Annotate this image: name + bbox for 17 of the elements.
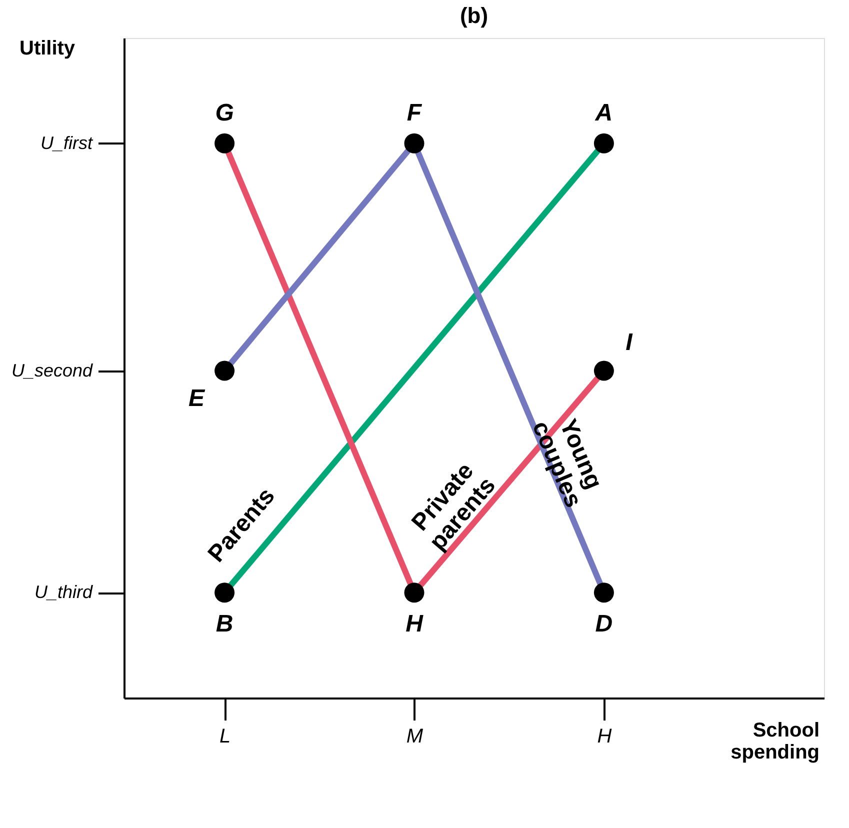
x-tick-label: H: [597, 726, 612, 748]
annotation: H: [406, 610, 424, 638]
chart-title: (b): [460, 3, 488, 28]
annotation: F: [406, 99, 423, 126]
x-axis-title: School spending: [730, 720, 820, 764]
annotation: B: [216, 610, 234, 638]
x-tick-label: L: [219, 726, 231, 748]
x-tick-label: M: [406, 726, 424, 748]
annotation: I: [626, 328, 634, 356]
annotation: D: [595, 610, 613, 638]
annotation: G: [215, 99, 234, 126]
annotation: A: [594, 99, 613, 126]
text: U_second: [11, 360, 94, 380]
text: U_third: [34, 582, 94, 602]
text: U_first: [40, 132, 94, 153]
annotation: E: [188, 384, 206, 412]
y-axis-title: Utility: [20, 38, 76, 60]
